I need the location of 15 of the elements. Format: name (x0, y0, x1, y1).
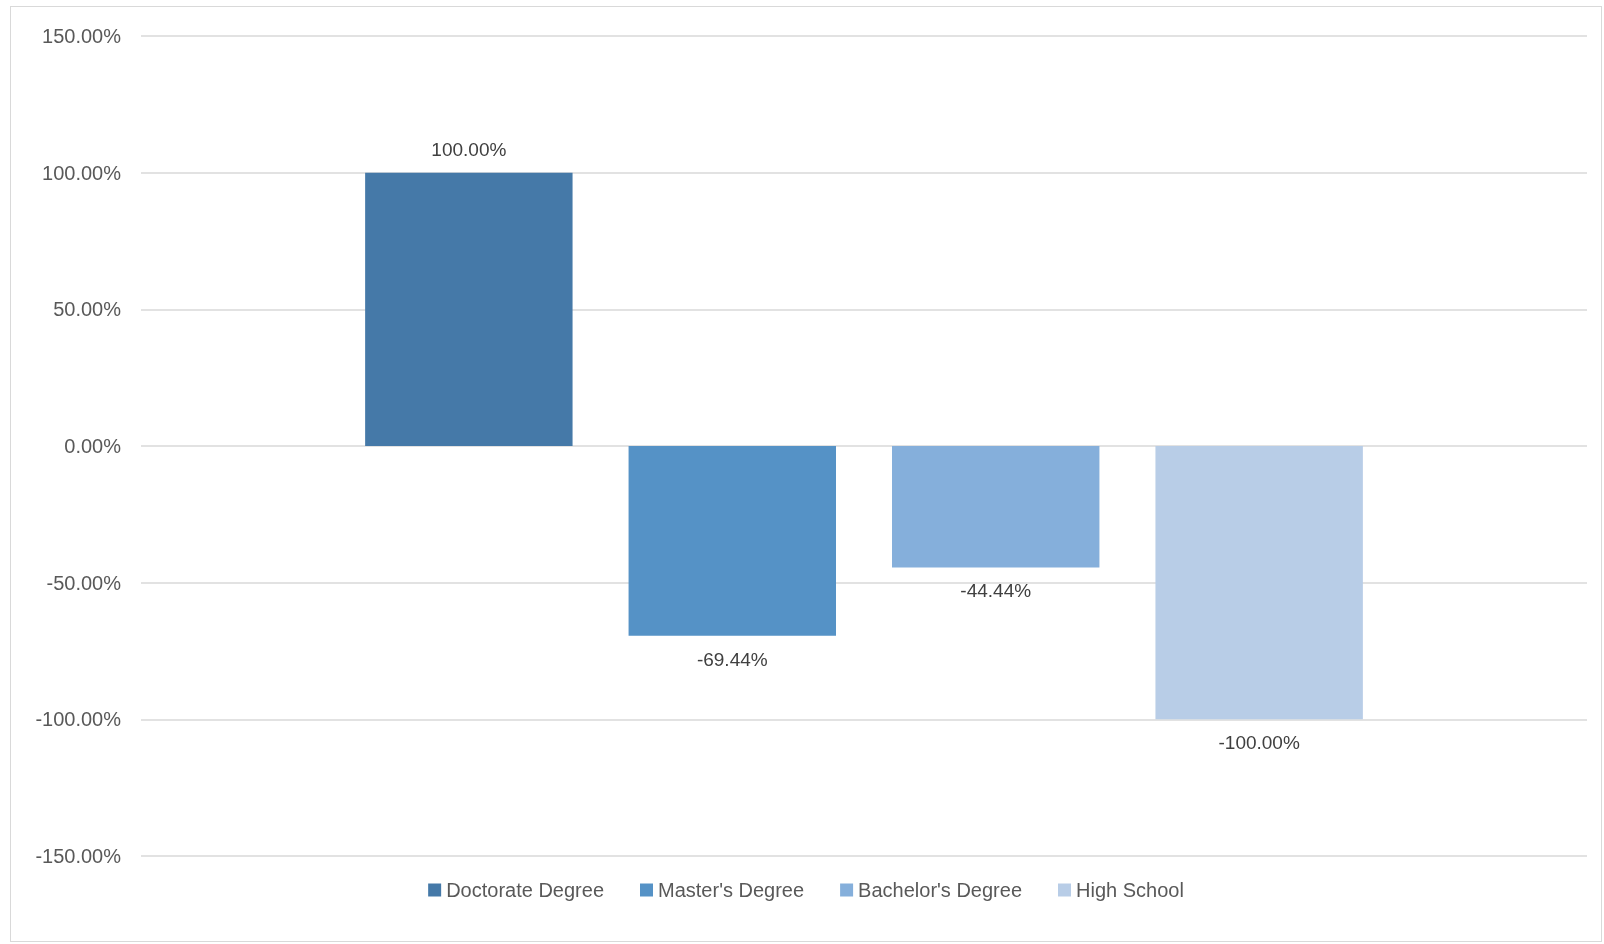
y-tick-label: 150.00% (42, 25, 122, 47)
y-tick-label: -150.00% (35, 845, 122, 867)
y-tick-label: -50.00% (46, 571, 122, 594)
data-label: -44.44% (960, 580, 1032, 602)
legend-label: Doctorate Degree (446, 879, 605, 901)
y-tick-label: 50.00% (53, 298, 122, 321)
data-label: -100.00% (1218, 732, 1300, 754)
y-tick-label: 100.00% (42, 161, 122, 184)
legend-label: Bachelor's Degree (858, 879, 1023, 901)
legend-label: Master's Degree (658, 879, 805, 901)
legend-label: High School (1076, 879, 1184, 901)
y-tick-label: 0.00% (64, 435, 122, 457)
data-label: -69.44% (696, 648, 768, 670)
y-tick-label: -100.00% (35, 708, 122, 731)
data-label: 100.00% (431, 138, 507, 160)
